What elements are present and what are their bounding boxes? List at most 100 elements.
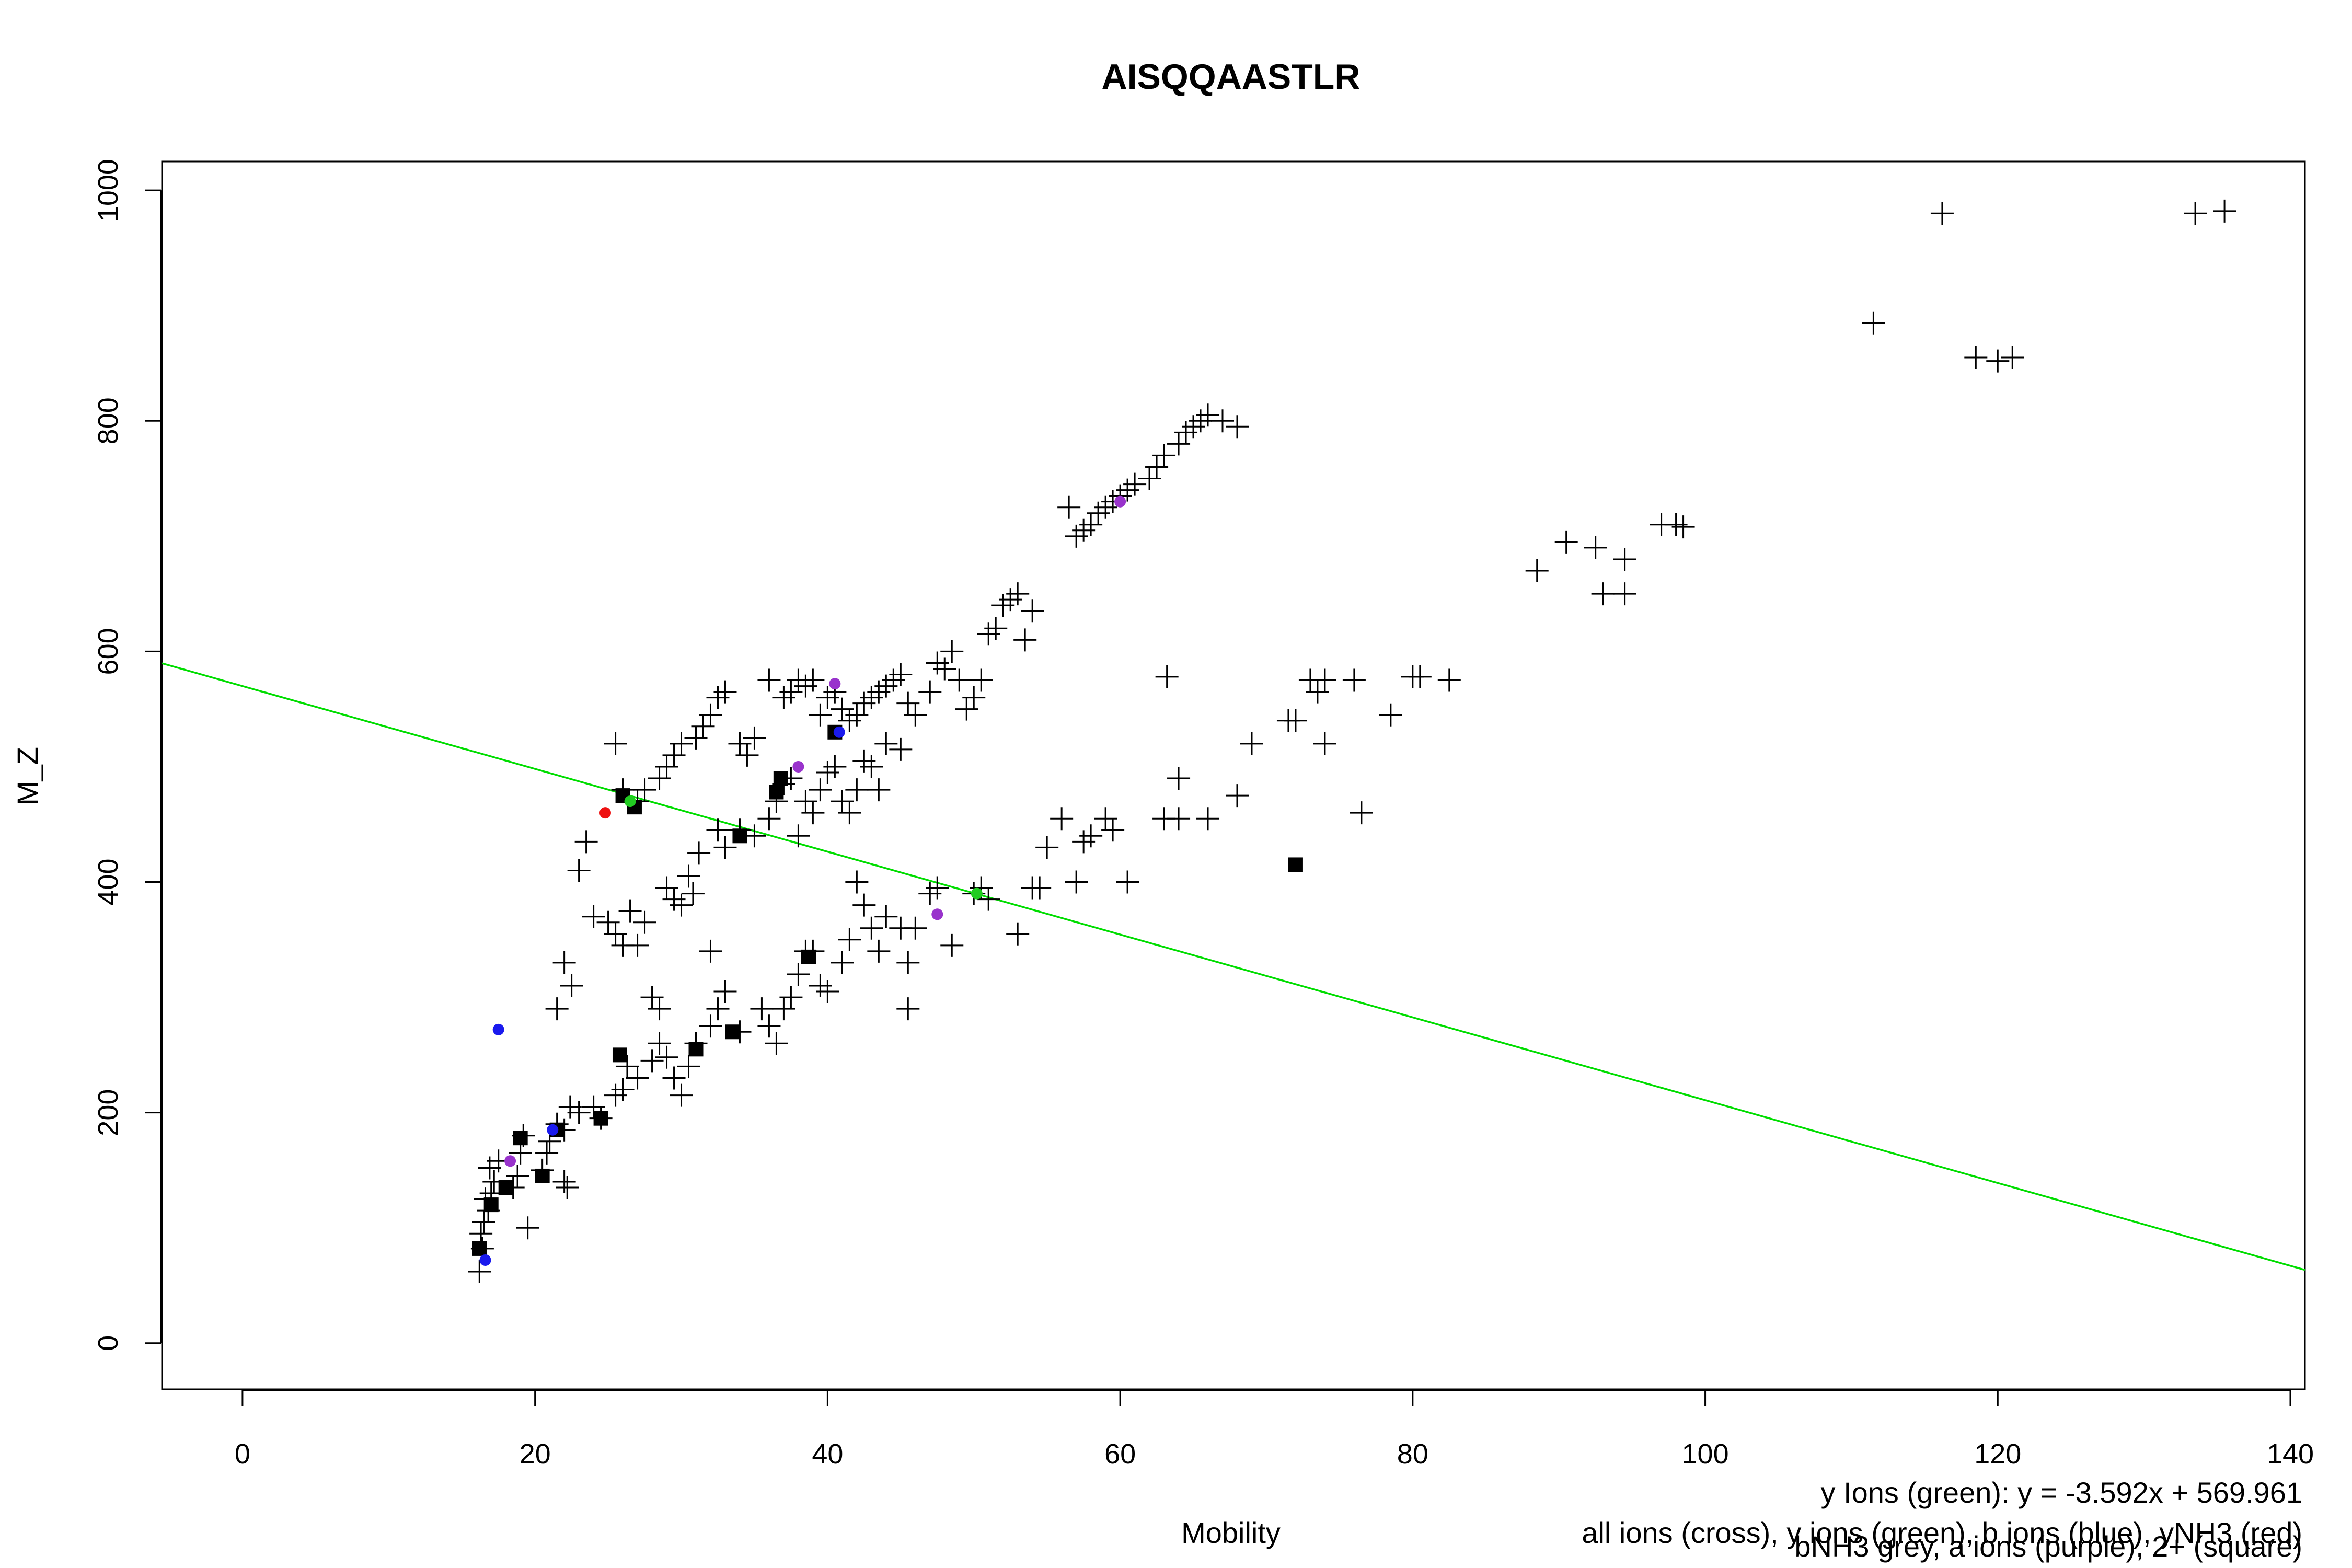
cross-point [831,951,854,974]
cross-point [779,986,803,1009]
cross-point [860,755,883,778]
cross-point [706,818,730,842]
cross-point [2184,202,2207,225]
square-point [612,1047,627,1063]
cross-point [735,743,759,767]
cross-point [567,1101,591,1124]
cross-point [684,726,708,750]
y-axis: 0 200 400 600 800 1000 [93,159,162,1351]
dot-point [931,908,943,920]
cross-point [670,732,693,755]
fit-equation-text: y Ions (green): y = -3.592x + 569.961 [1821,1476,2302,1509]
cross-point [1065,870,1088,894]
cross-point [1350,801,1373,825]
dot-point [1114,495,1126,508]
cross-point [2001,345,2024,369]
square-point [593,1111,608,1126]
cross-point [677,1055,700,1078]
cross-point [1613,582,1636,606]
cross-point [1155,665,1179,688]
cross-point [640,986,664,1009]
cross-point [655,876,678,900]
cross-point [604,922,627,946]
fit-line-equation: y = -3.592x + 569.961 [2017,1476,2302,1509]
cross-point [1006,922,1030,946]
cross-point [618,899,642,923]
cross-point [772,997,795,1021]
cross-point [1306,680,1329,704]
cross-point [509,1141,532,1165]
cross-point [1006,582,1030,606]
square-point [513,1131,528,1146]
cross-point [1554,530,1578,554]
cross-point [874,905,898,928]
dot-point [624,795,636,808]
fit-line-layer [162,662,2305,1271]
fit-line-label: y Ions (green) [1821,1476,2002,1509]
cross-point [662,743,686,767]
cross-point [1145,455,1169,479]
cross-point [889,663,913,686]
cross-point [2213,199,2236,223]
cross-point [1138,467,1161,490]
cross-point [1167,767,1191,790]
cross-point [1101,818,1125,842]
cross-point [1167,807,1191,831]
cross-point [469,1222,493,1246]
cross-point [1226,784,1249,808]
x-tick-label: 140 [2267,1438,2314,1470]
cross-point [552,951,576,974]
cross-point [867,778,891,802]
series-dot [624,795,983,900]
dot-point [479,1254,491,1266]
y-tick-label: 600 [93,628,124,675]
x-axis: 0 20 40 60 80 100 120 140 [235,1389,2314,1470]
cross-point [896,997,920,1021]
cross-point [750,997,774,1021]
cross-point [691,714,715,738]
cross-point [1021,599,1044,623]
cross-point [926,876,949,900]
cross-point [787,962,810,986]
dot-point [829,678,841,690]
cross-point [681,882,705,905]
dot-point [833,726,845,738]
cross-point [874,732,898,755]
cross-point [655,1045,678,1069]
square-point [773,771,788,786]
cross-point [940,933,964,957]
cross-point [1013,628,1037,652]
cross-point [699,1014,722,1038]
dot-point [492,1023,504,1035]
cross-point [1094,807,1117,831]
square-point [483,1197,499,1213]
series-cross [468,199,2236,1284]
cross-point [889,737,913,761]
cross-point [713,980,737,1004]
cross-point [633,778,656,802]
cross-point [1079,513,1103,536]
cross-point [1591,582,1615,606]
cross-point [977,887,1000,911]
x-tick-label: 100 [1682,1438,1729,1470]
cross-point [1342,668,1366,692]
cross-point [1211,409,1235,433]
cross-point [1379,703,1402,727]
cross-point [1196,403,1220,427]
cross-point [1964,345,1988,369]
cross-point [552,1170,576,1193]
cross-point [962,686,986,709]
cross-point [794,790,817,813]
square-point [732,828,747,844]
square-point [688,1042,704,1057]
cross-point [728,732,752,755]
cross-point [757,1014,781,1038]
cross-point [1035,836,1059,859]
cross-point [662,1066,686,1090]
y-axis-label: M_Z [11,747,44,805]
cross-point [765,1032,788,1055]
x-tick-label: 0 [235,1438,250,1470]
cross-point [845,778,869,802]
cross-point [1050,807,1074,831]
